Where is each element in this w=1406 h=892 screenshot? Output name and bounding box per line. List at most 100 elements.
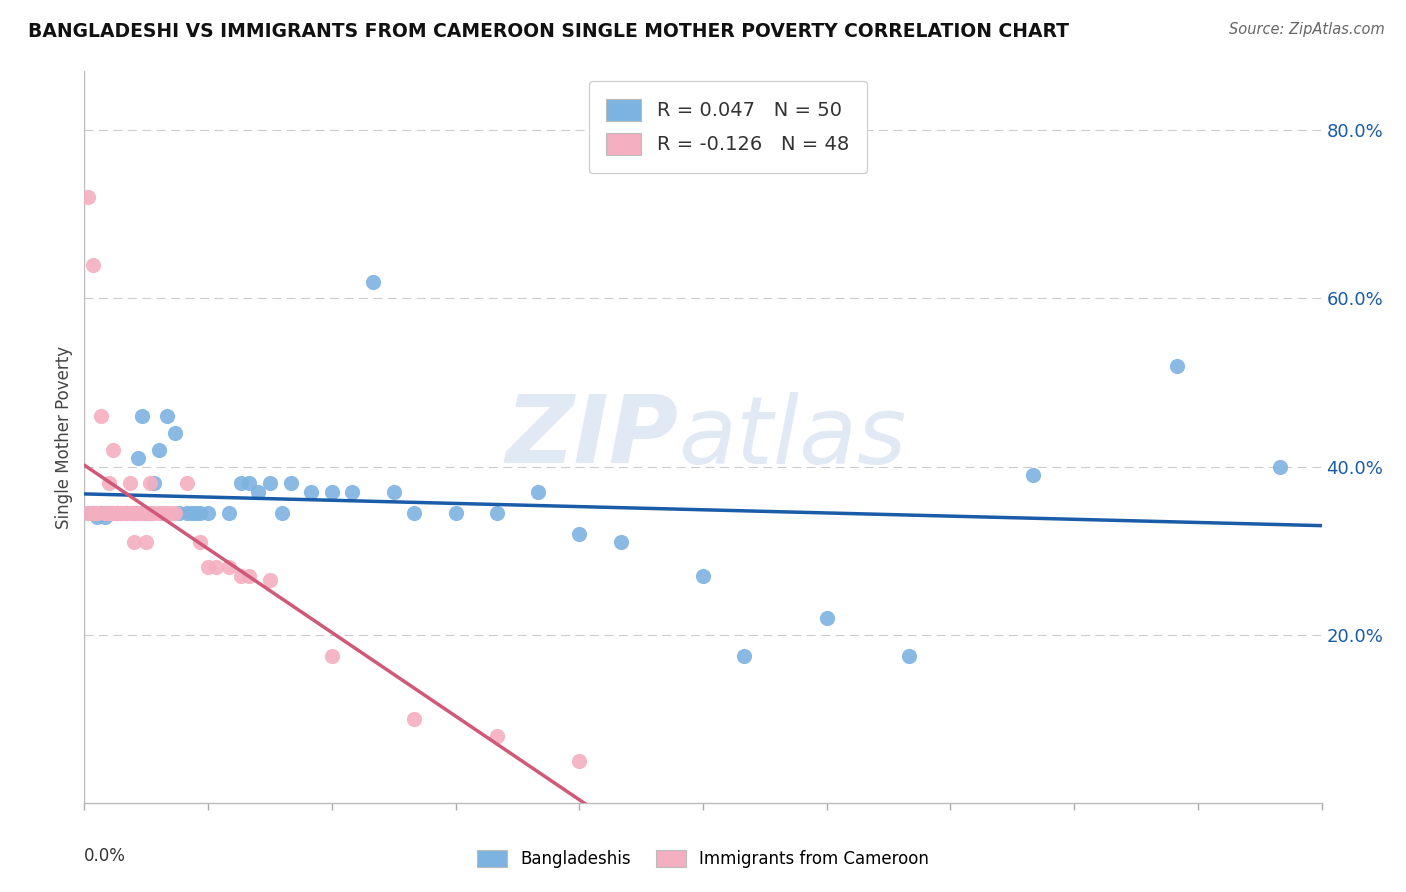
Point [1166,359,1188,373]
Point [118,476,141,491]
Point [122,506,145,520]
Point [103,506,125,520]
Point [135,506,157,520]
Point [94,506,117,520]
Point [815,611,838,625]
Point [218,560,240,574]
Point [246,484,269,499]
Legend: R = 0.047   N = 50, R = -0.126   N = 48: R = 0.047 N = 50, R = -0.126 N = 48 [589,81,866,173]
Point [152,506,174,520]
Point [898,648,921,663]
Point [135,506,157,520]
Point [127,451,149,466]
Point [77,506,100,520]
Point [143,506,166,520]
Point [527,484,550,499]
Point [86,510,108,524]
Point [156,506,179,520]
Point [188,506,211,520]
Point [77,506,100,520]
Point [188,535,211,549]
Point [485,506,508,520]
Point [165,506,187,520]
Text: Source: ZipAtlas.com: Source: ZipAtlas.com [1229,22,1385,37]
Point [105,506,128,520]
Point [82,506,104,520]
Point [110,506,132,520]
Point [90,409,112,423]
Point [197,506,219,520]
Y-axis label: Single Mother Poverty: Single Mother Poverty [55,345,73,529]
Point [485,729,508,743]
Text: ZIP: ZIP [505,391,678,483]
Text: BANGLADESHI VS IMMIGRANTS FROM CAMEROON SINGLE MOTHER POVERTY CORRELATION CHART: BANGLADESHI VS IMMIGRANTS FROM CAMEROON … [28,22,1069,41]
Point [238,569,260,583]
Point [165,425,187,440]
Point [568,754,591,768]
Point [139,506,162,520]
Point [568,526,591,541]
Point [143,476,166,491]
Point [118,506,141,520]
Point [259,476,281,491]
Point [444,506,467,520]
Point [404,712,426,726]
Point [361,275,384,289]
Point [103,506,125,520]
Point [131,506,153,520]
Point [152,506,174,520]
Point [86,506,108,520]
Point [110,506,132,520]
Point [94,506,117,520]
Text: atlas: atlas [678,392,907,483]
Point [167,506,190,520]
Point [197,560,219,574]
Point [98,506,121,520]
Point [148,442,170,457]
Point [103,442,125,457]
Point [105,506,128,520]
Point [94,510,117,524]
Point [94,506,117,520]
Point [127,506,149,520]
Point [114,506,136,520]
Point [122,506,145,520]
Point [342,484,364,499]
Point [184,506,207,520]
Point [1270,459,1292,474]
Point [692,569,714,583]
Point [238,476,260,491]
Point [105,506,128,520]
Point [280,476,302,491]
Point [86,506,108,520]
Point [90,506,112,520]
Point [1022,467,1045,482]
Point [176,476,198,491]
Point [609,535,631,549]
Point [404,506,426,520]
Point [98,476,121,491]
Point [229,569,252,583]
Point [205,560,228,574]
Point [321,484,343,499]
Point [98,506,121,520]
Point [160,506,183,520]
Point [733,648,755,663]
Point [299,484,322,499]
Point [127,506,149,520]
Point [259,573,281,587]
Point [103,506,125,520]
Point [114,506,136,520]
Point [98,506,121,520]
Point [77,190,100,204]
Point [135,535,157,549]
Point [229,476,252,491]
Point [180,506,202,520]
Point [148,506,170,520]
Point [176,506,198,520]
Legend: Bangladeshis, Immigrants from Cameroon: Bangladeshis, Immigrants from Cameroon [470,843,936,875]
Point [218,506,240,520]
Point [131,409,153,423]
Point [122,535,145,549]
Point [382,484,405,499]
